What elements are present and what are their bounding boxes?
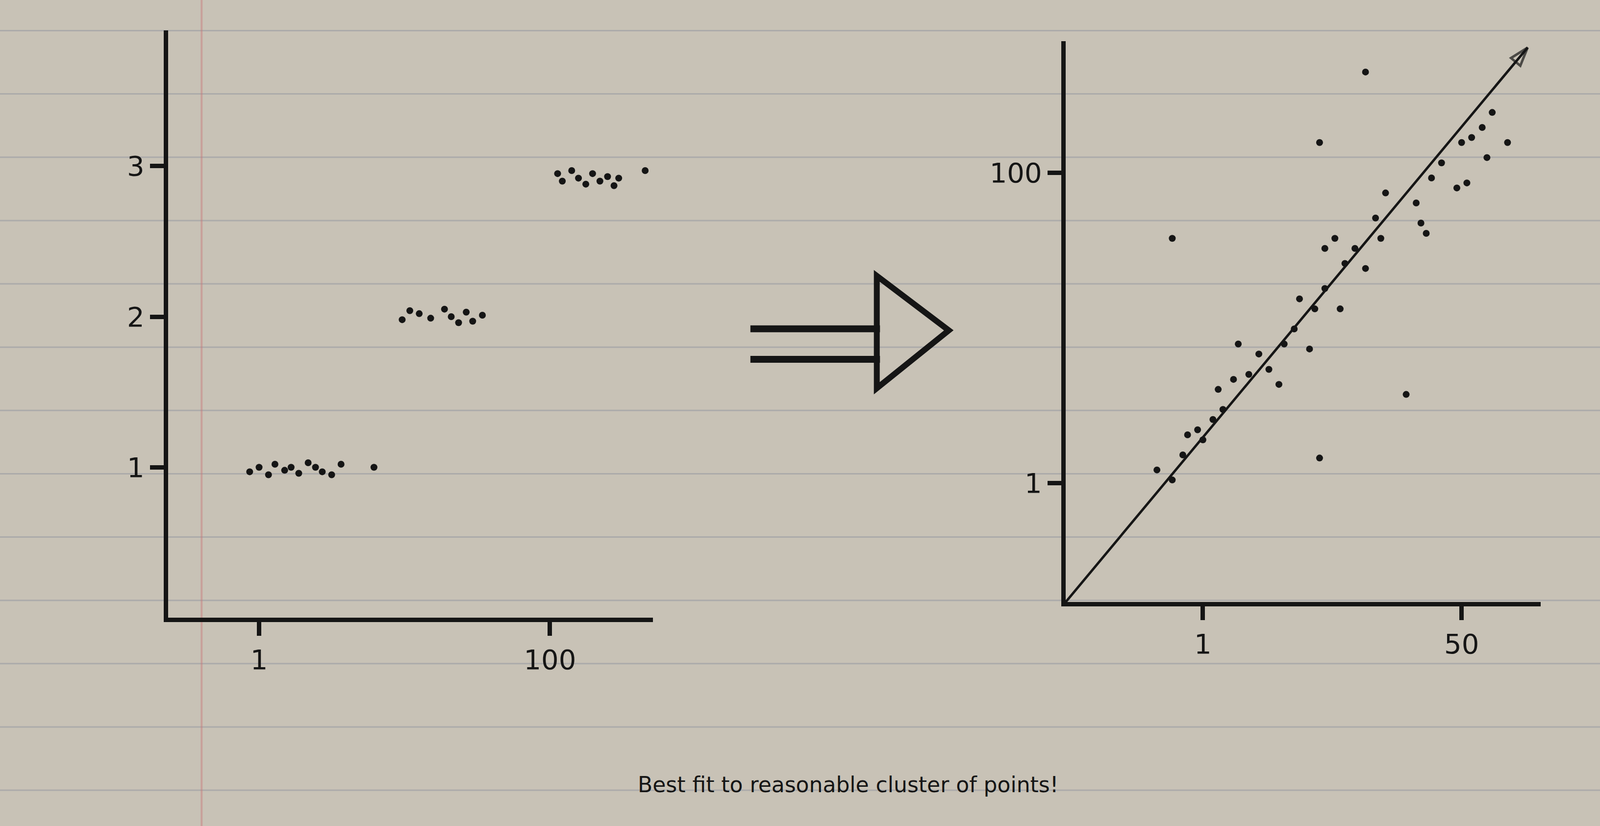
svg-text:100: 100 <box>989 156 1043 189</box>
svg-text:2: 2 <box>126 300 145 333</box>
svg-text:1: 1 <box>126 451 145 484</box>
svg-text:3: 3 <box>126 150 145 182</box>
svg-text:Best fit to reasonable cluster: Best fit to reasonable cluster of points… <box>637 772 1059 798</box>
svg-text:100: 100 <box>523 643 576 676</box>
svg-text:50: 50 <box>1444 627 1479 660</box>
svg-text:1: 1 <box>1194 627 1212 660</box>
svg-text:1: 1 <box>250 643 269 676</box>
svg-text:1: 1 <box>1024 467 1043 500</box>
